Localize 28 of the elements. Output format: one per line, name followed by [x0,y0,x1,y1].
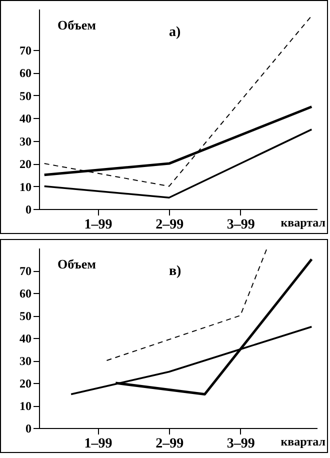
y-tick-label: 60 [20,286,32,300]
y-tick-label: 40 [20,112,32,126]
x-tick-label: 1–99 [84,218,112,232]
y-tick-label: 30 [20,134,32,148]
y-tick-label: 70 [20,264,32,278]
x-tick-label: 2–99 [156,218,184,232]
x-tick-label: 3–99 [226,218,255,232]
x-tick-label: 2–99 [156,436,184,452]
text: в) [169,264,182,279]
y-tick-label: 60 [20,66,32,80]
text: а) [169,25,181,40]
y-tick-label: 30 [20,354,32,368]
x-axis-title: квартал [280,434,326,448]
y-tick-label: 20 [20,157,32,172]
x-tick-label: 3–99 [226,436,255,452]
y-tick-label: 20 [20,376,32,390]
y-tick-label: 0 [26,422,32,436]
y-axis-title: Объем [58,256,96,272]
x-tick-label: 1–99 [84,436,112,452]
y-tick-label: 10 [20,399,32,413]
y-tick-label: 70 [20,43,32,58]
y-tick-label: 0 [26,202,32,216]
y-tick-label: 10 [20,180,32,194]
y-tick-label: 40 [20,332,32,346]
x-axis-title: квартал [280,216,326,230]
y-tick-label: 50 [20,309,32,323]
y-tick-label: 50 [20,88,32,103]
y-axis-title: Объем [58,18,96,32]
